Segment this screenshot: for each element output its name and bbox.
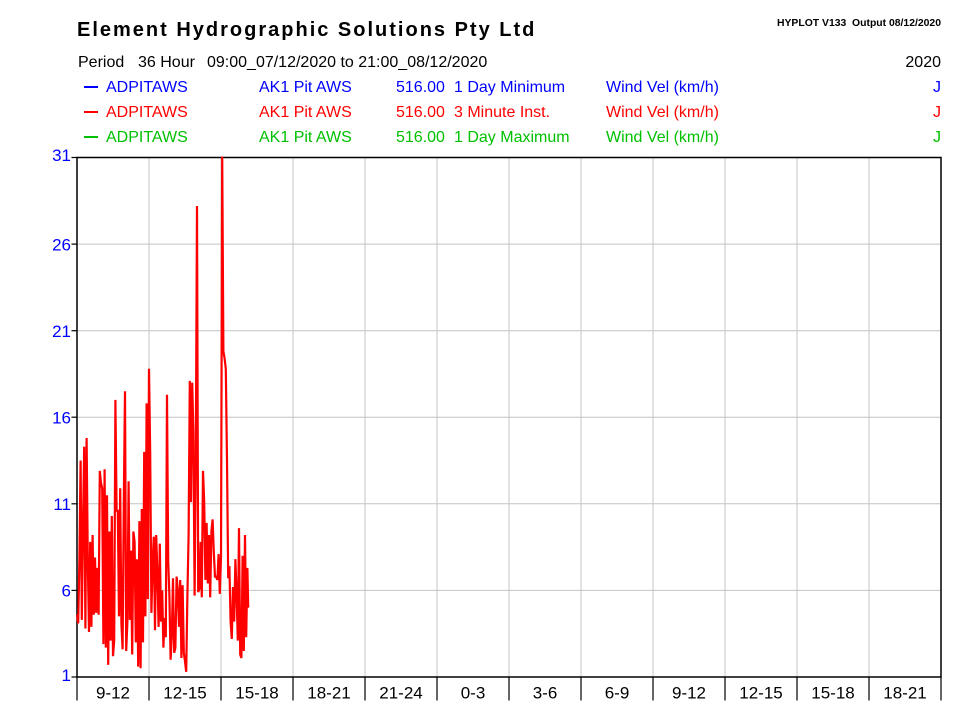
svg-text:3-6: 3-6 bbox=[533, 684, 558, 703]
svg-text:9-12: 9-12 bbox=[96, 684, 130, 703]
svg-text:16: 16 bbox=[52, 408, 71, 427]
svg-text:6: 6 bbox=[62, 582, 71, 601]
svg-text:31: 31 bbox=[52, 146, 71, 165]
svg-text:18-21: 18-21 bbox=[883, 684, 926, 703]
svg-text:15-18: 15-18 bbox=[235, 684, 278, 703]
svg-text:26: 26 bbox=[52, 235, 71, 254]
svg-text:15-18: 15-18 bbox=[811, 684, 854, 703]
svg-text:0-3: 0-3 bbox=[461, 684, 486, 703]
svg-text:21: 21 bbox=[52, 322, 71, 341]
svg-text:1: 1 bbox=[62, 666, 71, 685]
svg-text:6-9: 6-9 bbox=[605, 684, 630, 703]
svg-text:18-21: 18-21 bbox=[307, 684, 350, 703]
svg-text:12-15: 12-15 bbox=[739, 684, 782, 703]
svg-text:12-15: 12-15 bbox=[163, 684, 206, 703]
svg-text:11: 11 bbox=[53, 495, 71, 514]
svg-text:21-24: 21-24 bbox=[379, 684, 422, 703]
svg-text:9-12: 9-12 bbox=[672, 684, 706, 703]
